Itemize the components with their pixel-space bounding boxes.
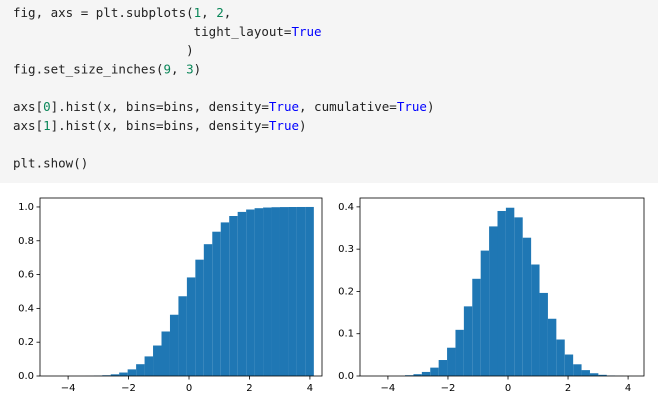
x-tick-label: 4 — [625, 383, 631, 394]
bar — [110, 374, 120, 376]
bar — [288, 207, 297, 376]
x-tick-label: 4 — [307, 383, 313, 394]
bar — [547, 318, 557, 376]
y-tick-label: 0.4 — [18, 303, 34, 314]
y-tick-label: 0.3 — [338, 244, 354, 255]
bar — [489, 226, 498, 376]
code-line: fig, axs = plt.subplots(1, 2, — [13, 5, 231, 20]
bar — [430, 367, 439, 376]
x-tick-label: −2 — [441, 383, 456, 394]
bar — [119, 372, 128, 376]
y-tick-label: 0.0 — [338, 371, 354, 382]
y-tick-label: 0.6 — [18, 270, 34, 281]
code-line: ) — [13, 42, 194, 57]
x-tick-label: −4 — [381, 383, 396, 394]
bar — [438, 360, 448, 376]
bar — [296, 206, 306, 376]
bar — [598, 374, 607, 376]
bar — [531, 264, 540, 376]
bar — [153, 345, 162, 376]
bar — [178, 296, 187, 376]
bar — [305, 206, 314, 376]
code-line: axs[1].hist(x, bins=bins, density=True) — [13, 117, 307, 132]
code-line: axs[0].hist(x, bins=bins, density=True, … — [13, 99, 434, 114]
bar — [212, 231, 221, 376]
bar — [254, 208, 264, 376]
code-line: fig.set_size_inches(9, 3) — [13, 61, 201, 76]
bar — [413, 374, 422, 376]
y-tick-label: 0.1 — [338, 329, 354, 340]
x-tick-label: −2 — [121, 383, 136, 394]
y-tick-label: 1.0 — [18, 202, 34, 213]
axes-frame — [39, 197, 323, 377]
x-tick-label: 0 — [186, 383, 192, 394]
bar — [455, 329, 464, 376]
bar — [480, 250, 490, 376]
bar — [220, 222, 230, 376]
bar — [203, 244, 213, 376]
x-tick-label: 2 — [246, 383, 252, 394]
bar — [127, 369, 137, 376]
bar — [581, 370, 590, 376]
x-tick-label: −4 — [61, 383, 76, 394]
x-tick-label: 2 — [565, 383, 571, 394]
bar — [497, 210, 506, 376]
bar — [447, 347, 456, 376]
bar — [505, 207, 515, 376]
x-tick-label: 0 — [505, 383, 511, 394]
y-tick-label: 0.8 — [18, 236, 34, 247]
code-line: tight_layout=True — [13, 23, 322, 38]
y-tick-label: 0.2 — [338, 286, 354, 297]
bar — [246, 209, 255, 376]
bar — [421, 371, 431, 376]
bar — [144, 356, 154, 376]
y-tick-label: 0.0 — [18, 371, 34, 382]
bar — [556, 339, 565, 376]
bar — [279, 207, 289, 376]
bar — [589, 373, 599, 376]
bar — [522, 237, 532, 376]
bar — [539, 292, 548, 376]
bar — [514, 217, 523, 376]
y-tick-label: 0.2 — [18, 337, 34, 348]
code-line: plt.show() — [13, 155, 88, 170]
bar — [263, 207, 272, 376]
bar — [463, 306, 473, 376]
bar — [186, 277, 196, 376]
bar — [195, 259, 204, 376]
bar — [472, 278, 481, 376]
bar — [161, 331, 170, 376]
code-cell — [0, 0, 658, 183]
bar — [136, 364, 145, 376]
bar — [271, 207, 280, 376]
bar — [564, 354, 574, 376]
bar — [573, 364, 582, 376]
bar — [229, 216, 238, 376]
y-tick-label: 0.4 — [338, 202, 354, 213]
axes-frame — [359, 197, 645, 377]
bar — [237, 211, 247, 376]
bar — [169, 314, 179, 376]
